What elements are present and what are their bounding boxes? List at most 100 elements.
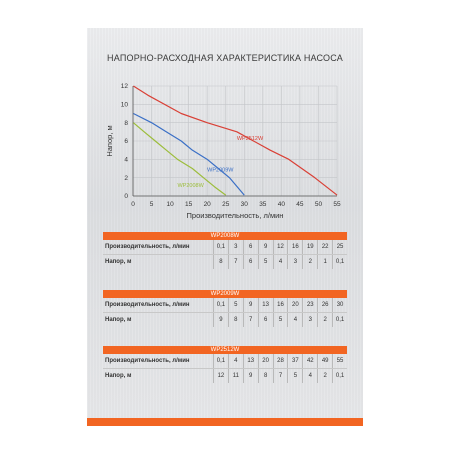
x-tick-label: 55 [333, 201, 341, 208]
y-tick-label: 0 [124, 193, 128, 200]
y-tick-label: 6 [124, 138, 128, 145]
table-cell: 12 [272, 240, 288, 254]
row-label: Напор, м [105, 317, 132, 323]
table-cell: 30 [332, 298, 347, 312]
table-cell: 23 [302, 298, 317, 312]
table-cell: 28 [272, 354, 288, 368]
x-axis-label: Производительность, л/мин [187, 211, 284, 220]
series-line-wp2008w [132, 122, 227, 196]
table-cell: 3 [227, 240, 243, 254]
table-cell: 3 [302, 313, 317, 327]
x-tick-label: 15 [185, 201, 193, 208]
table-cell: 13 [242, 354, 258, 368]
table-cell: 19 [302, 240, 317, 254]
y-tick-label: 12 [121, 83, 129, 90]
table-cell: 11 [227, 369, 243, 383]
series-line-wp2512w [133, 85, 338, 196]
x-tick-label: 25 [222, 201, 230, 208]
table-wp2008w: WP2008W Производительность, л/мин 0,1 3 6 9… [103, 232, 347, 269]
series-line-wp2009w [133, 112, 245, 196]
chart-grid [132, 85, 338, 197]
row-label: Напор, м [105, 373, 132, 379]
row-label: Напор, м [105, 259, 132, 265]
table-cell: 0,1 [332, 369, 347, 383]
x-tick-label: 10 [166, 201, 174, 208]
chart-ticks: 0 5 10 15 20 25 30 35 40 45 50 55 0 2 4 6 8 10 12 [121, 83, 341, 208]
series-label-wp2008w: WP2008W [178, 183, 205, 189]
table-cell: 0,1 [332, 255, 347, 269]
x-tick-label: 35 [259, 201, 267, 208]
table-cell: 16 [287, 240, 302, 254]
table-cell: 25 [332, 240, 347, 254]
chart-title: НАПОРНО-РАСХОДНАЯ ХАРАКТЕРИСТИКА НАСОСА [107, 53, 343, 63]
table-row-flow: Производительность, л/мин 0,1 5 9 13 16 20 23 2… [103, 298, 347, 312]
table-cell: 0,1 [213, 240, 228, 254]
y-tick-label: 4 [124, 157, 128, 164]
table-cell: 12 [213, 369, 228, 383]
table-cell: 37 [287, 354, 302, 368]
chart-labels: Производительность, л/мин Напор, м WP2008W… [105, 125, 283, 220]
y-axis-label: Напор, м [105, 125, 114, 156]
table-cell: 7 [272, 369, 288, 383]
table-cell: 9 [213, 313, 228, 327]
y-tick-label: 10 [121, 102, 129, 109]
table-cell: 6 [242, 240, 258, 254]
series-label-wp2009w: WP2009W [207, 167, 234, 173]
table-cell: 20 [287, 298, 302, 312]
table-cell: 8 [227, 313, 243, 327]
table-header: WP2008W [103, 232, 347, 240]
x-tick-label: 40 [278, 201, 286, 208]
table-cell: 9 [242, 298, 258, 312]
x-tick-label: 0 [131, 201, 135, 208]
table-wp2009w: WP2009W Производительность, л/мин 0,1 5 9 1… [103, 290, 347, 327]
table-cell: 0,1 [332, 313, 347, 327]
table-cell: 2 [317, 369, 332, 383]
table-cell: 20 [257, 354, 273, 368]
table-cell: 4 [272, 255, 288, 269]
x-tick-label: 50 [315, 201, 323, 208]
table-cell: 5 [272, 313, 288, 327]
table-cell: 6 [257, 313, 273, 327]
table-row-head: Напор, м 9 8 7 6 5 4 3 2 0,1 [103, 313, 347, 327]
table-cell: 0,1 [213, 298, 228, 312]
x-tick-label: 5 [150, 201, 154, 208]
table-cell: 42 [302, 354, 317, 368]
series-label-wp2512w: WP2512W [237, 136, 264, 142]
table-cell: 6 [242, 255, 258, 269]
table-cell: 26 [317, 298, 332, 312]
x-tick-label: 20 [204, 201, 212, 208]
table-row-head: Напор, м 8 7 6 5 4 3 2 1 0,1 [103, 255, 347, 269]
y-tick-label: 8 [124, 120, 128, 127]
table-cell: 4 [287, 313, 302, 327]
table-cell: 4 [302, 369, 317, 383]
table-cell: 5 [227, 298, 243, 312]
y-tick-label: 2 [124, 175, 128, 182]
table-cell: 5 [257, 255, 273, 269]
table-cell: 8 [257, 369, 273, 383]
table-header: WP2009W [103, 290, 347, 298]
table-cell: 4 [227, 354, 243, 368]
accent-bottom-bar [87, 418, 363, 426]
table-row-flow: Производительность, л/мин 0,1 4 13 20 28 37 42… [103, 354, 347, 368]
table-cell: 16 [272, 298, 288, 312]
table-cell: 9 [242, 369, 258, 383]
table-cell: 7 [227, 255, 243, 269]
table-header: WP2512W [103, 346, 347, 354]
table-cell: 7 [242, 313, 258, 327]
table-cell: 1 [317, 255, 332, 269]
row-label: Производительность, л/мин [105, 302, 190, 308]
x-tick-label: 30 [241, 201, 249, 208]
table-cell: 9 [257, 240, 273, 254]
table-cell: 49 [317, 354, 332, 368]
table-cell: 13 [257, 298, 273, 312]
x-tick-label: 45 [296, 201, 304, 208]
row-label: Производительность, л/мин [105, 244, 190, 250]
table-cell: 3 [287, 255, 302, 269]
table-cell: 22 [317, 240, 332, 254]
table-cell: 8 [213, 255, 228, 269]
table-row-flow: Производительность, л/мин 0,1 3 6 9 12 16 19 22… [103, 240, 347, 254]
chart-axes [132, 86, 337, 197]
table-cell: 55 [332, 354, 347, 368]
table-cell: 2 [317, 313, 332, 327]
